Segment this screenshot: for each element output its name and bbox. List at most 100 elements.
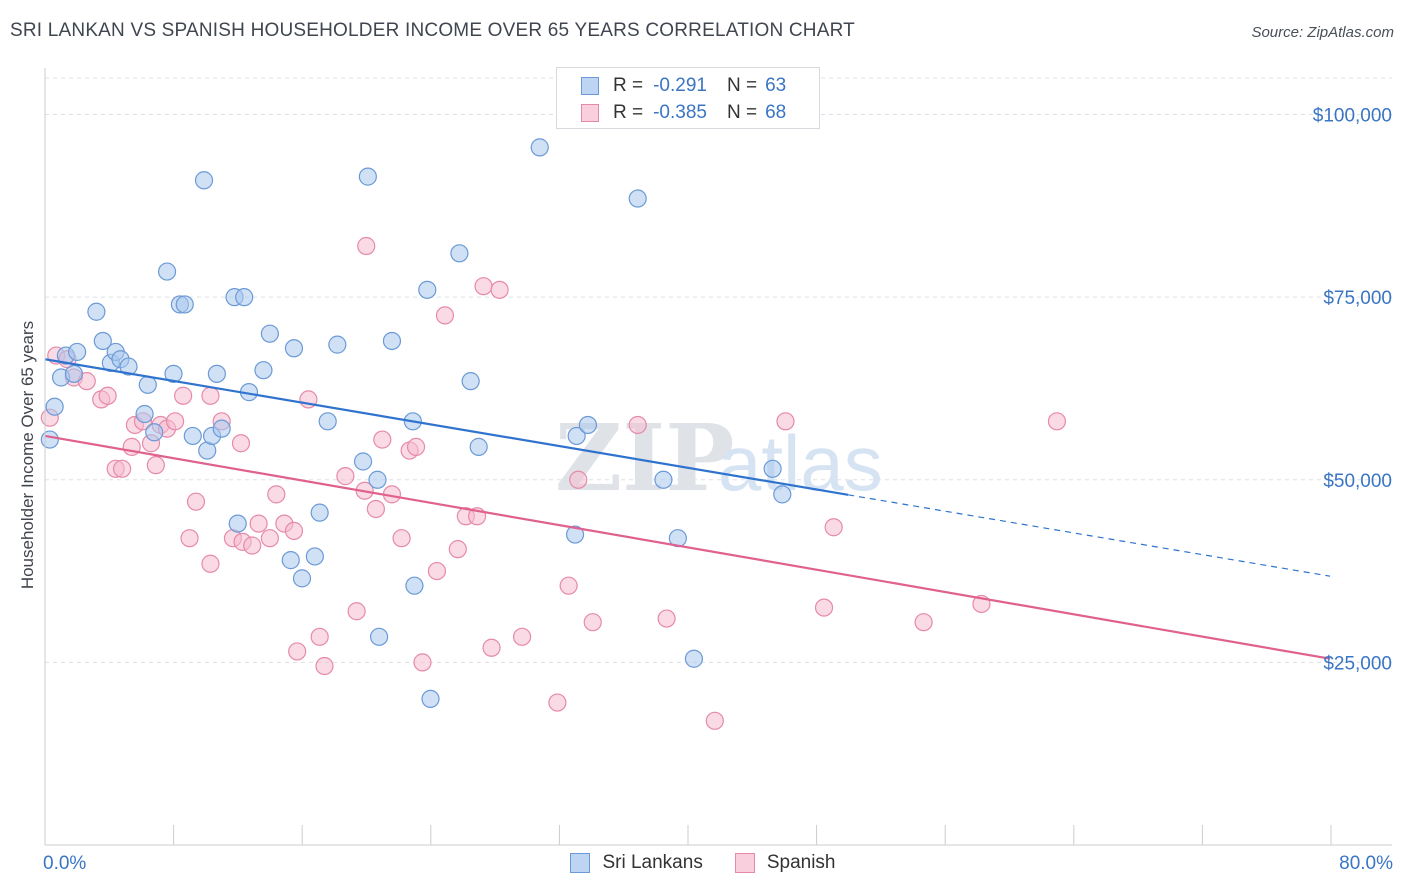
source-label: Source: ZipAtlas.com	[1251, 24, 1394, 41]
sri-lankan-point	[328, 335, 347, 354]
spanish-point	[435, 306, 455, 325]
legend-swatch-pink	[581, 104, 599, 122]
sri-lankan-point	[565, 525, 585, 544]
series-legend-sri-lankans: Sri Lankans	[570, 852, 703, 874]
grid-layer	[45, 77, 1392, 663]
legend-n-value: 68	[765, 102, 787, 123]
spanish-point	[231, 434, 251, 453]
spanish-point	[357, 236, 376, 256]
sri-lankan-point	[310, 503, 329, 522]
sri-lankan-point	[164, 364, 183, 383]
sri-lankan-point	[654, 470, 673, 489]
sri-lankan-point	[530, 138, 549, 157]
sri-lankan-point	[64, 364, 84, 383]
sri-lankan-point	[469, 437, 488, 456]
spanish-point	[98, 386, 117, 405]
legend-n-label: N =	[726, 75, 758, 96]
sri-lankan-point	[773, 485, 792, 504]
sri-lankan-point	[138, 375, 157, 394]
sri-lankan-point	[40, 430, 59, 449]
sri-lankan-point	[450, 244, 469, 263]
spanish-point	[284, 521, 304, 540]
spanish-point	[174, 386, 193, 405]
spanish-point	[482, 638, 501, 657]
sri-lankan-point	[145, 423, 164, 442]
sri-lankan-point	[418, 280, 437, 299]
series-label: Spanish	[766, 852, 836, 873]
sri-lankan-point	[684, 649, 704, 668]
spanish-point	[824, 518, 843, 537]
legend-r-value: -0.291	[653, 75, 707, 96]
legend-row-spanish: R = -0.385 N = 68	[581, 100, 786, 126]
sri-lankan-point	[212, 419, 231, 438]
sri-lankan-point	[93, 331, 112, 351]
spanish-point	[583, 613, 602, 632]
sri-lankan-point	[292, 569, 312, 588]
legend-swatch-blue	[581, 77, 599, 95]
spanish-point	[628, 415, 647, 435]
correlation-legend: R = -0.291 N = 63 R = -0.385 N = 68	[556, 67, 820, 129]
sri-lankan-point	[382, 331, 402, 351]
sri-lankan-point	[207, 364, 226, 383]
spanish-point	[548, 693, 567, 712]
sri-lankan-point	[194, 171, 214, 190]
spanish-point	[490, 280, 509, 299]
sri-lankan-point	[405, 576, 424, 595]
spanish-point	[243, 536, 262, 555]
legend-r-label: R =	[613, 102, 644, 123]
sri-lankan-point	[119, 357, 138, 376]
spanish-point	[776, 412, 795, 431]
sri-lankan-point	[421, 689, 440, 709]
y-tick-label: $75,000	[1323, 288, 1392, 309]
sri-lankan-point	[318, 412, 337, 431]
spanish-point	[201, 554, 220, 573]
legend-r-value: -0.385	[653, 102, 707, 123]
spanish-point	[559, 576, 578, 595]
x-tick-label-min: 0.0%	[43, 853, 86, 874]
spanish-point	[166, 412, 185, 431]
legend-row-sri-lankans: R = -0.291 N = 63	[581, 73, 786, 99]
spanish-point	[657, 609, 676, 628]
watermark-atlas: atlas	[718, 419, 883, 507]
spanish-point	[392, 529, 411, 548]
sri-lankan-point	[228, 514, 247, 533]
spanish-point	[260, 529, 279, 548]
spanish-point	[474, 277, 493, 296]
spanish-point	[310, 627, 329, 646]
sri-lankan-point	[260, 324, 279, 343]
series-swatch-pink	[734, 853, 755, 873]
spanish-point	[569, 470, 588, 489]
sri-lankan-point	[628, 189, 647, 208]
spanish-point	[448, 540, 467, 559]
sri-lankan-point	[87, 302, 106, 321]
sri-lankan-point	[284, 339, 304, 358]
sri-lankan-point	[368, 470, 387, 489]
points-layer	[40, 138, 1067, 730]
spanish-trend-line	[44, 434, 1331, 660]
sri-lankan-point	[45, 397, 64, 416]
sri-lankan-point	[135, 404, 154, 424]
sri-lankan-point	[235, 288, 254, 307]
trend-layer	[44, 358, 1331, 660]
y-tick-label: $50,000	[1323, 471, 1392, 492]
spanish-point	[1047, 412, 1067, 431]
sri-lankan-trend-extension	[848, 494, 1331, 577]
series-legend-spanish: Spanish	[734, 852, 836, 874]
sri-lankan-point	[305, 547, 324, 566]
series-legend: Sri Lankans Spanish	[0, 852, 1406, 874]
spanish-point	[814, 598, 834, 617]
spanish-point	[336, 467, 355, 486]
spanish-point	[347, 602, 366, 621]
series-swatch-blue	[570, 853, 591, 873]
sri-lankan-point	[370, 627, 389, 646]
spanish-point	[512, 627, 532, 646]
legend-n-label: N =	[726, 102, 758, 123]
sri-lankan-point	[353, 452, 373, 471]
sri-lankan-trend-line	[44, 358, 849, 496]
spanish-point	[406, 437, 426, 456]
sri-lankan-point	[763, 459, 782, 478]
legend-r-label: R =	[613, 75, 644, 96]
spanish-point	[427, 561, 447, 581]
